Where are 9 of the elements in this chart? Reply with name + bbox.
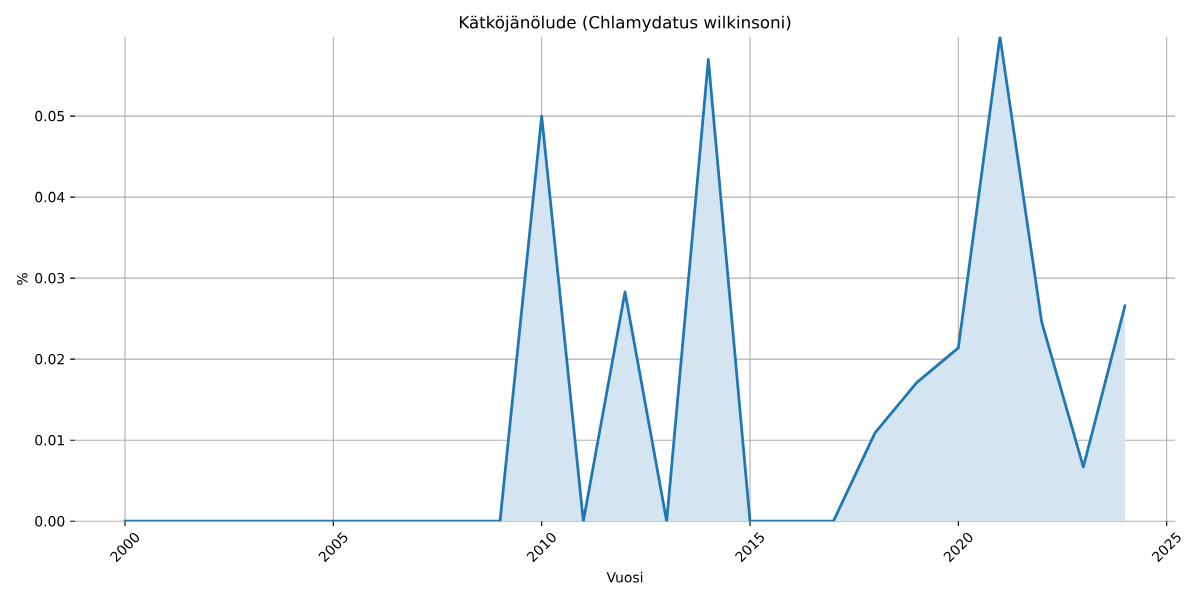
chart-title: Kätköjänölude (Chlamydatus wilkinsoni) (459, 15, 791, 32)
x-axis-title: Vuosi (606, 571, 643, 583)
y-tick-label: 0.01 (35, 434, 64, 446)
y-tick-label: 0.02 (35, 353, 64, 365)
y-tick-label: 0.05 (35, 110, 65, 122)
y-tick-label: 0.04 (35, 191, 65, 203)
y-tick-label: 0.03 (35, 272, 65, 284)
y-tick-label: 0.00 (35, 515, 65, 527)
y-axis-title: % (16, 273, 28, 285)
